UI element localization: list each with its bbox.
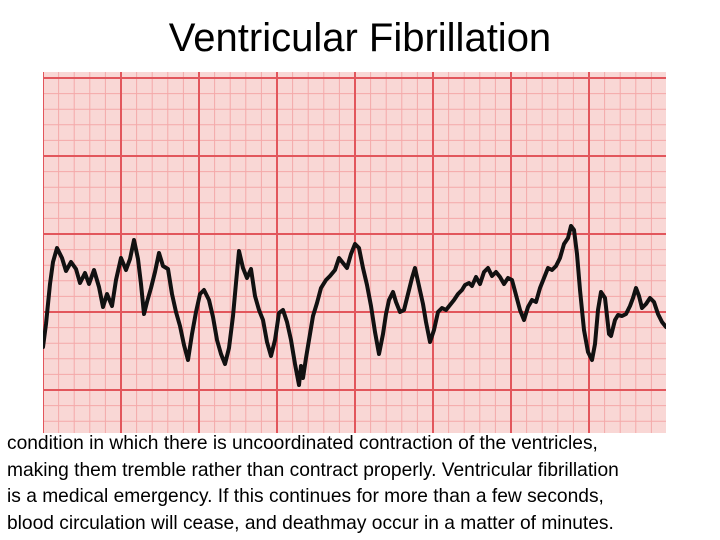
slide-caption: condition in which there is uncoordinate…: [7, 433, 619, 534]
ecg-waveform-trace: [43, 224, 666, 387]
slide-title: Ventricular Fibrillation: [168, 16, 552, 60]
ecg-major-gridlines: [43, 72, 666, 433]
ecg-strip-image: [43, 72, 666, 433]
